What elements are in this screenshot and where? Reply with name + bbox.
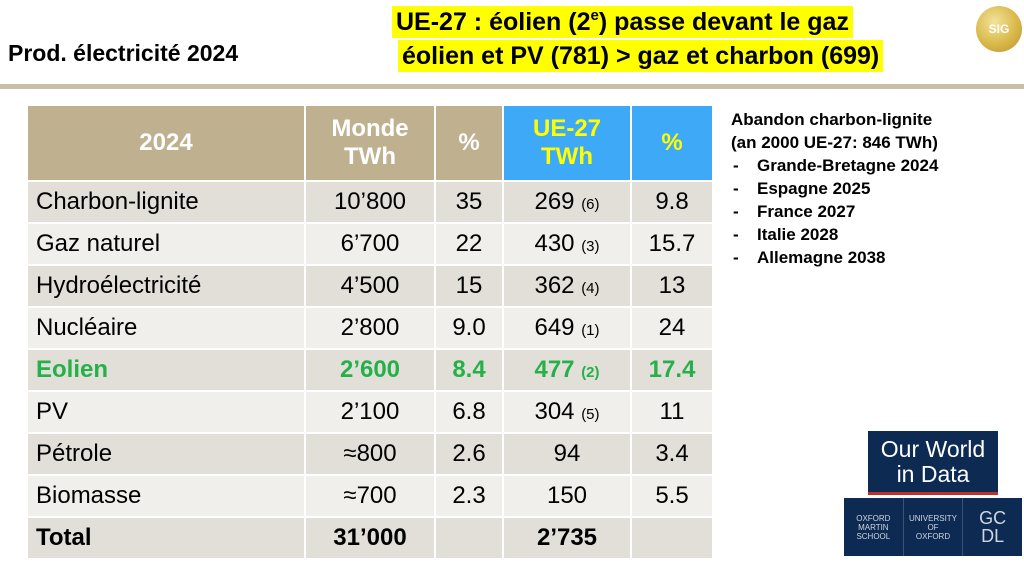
row-eu-pct: 5.5 — [630, 474, 714, 518]
panel-heading: Abandon charbon-lignite — [731, 110, 933, 129]
row-source: Total — [26, 516, 306, 560]
our-world-in-data-logo: Our World in Data — [868, 431, 998, 495]
row-world-pct: 22 — [434, 222, 504, 266]
coal-phaseout-panel: Abandon charbon-lignite (an 2000 UE-27: … — [731, 108, 1021, 269]
row-eu-twh: 477 (2) — [502, 348, 632, 392]
table-row: Gaz naturel 6’700 22 430 (3) 15.7 — [26, 222, 714, 266]
row-world-pct: 15 — [434, 264, 504, 308]
header-year: 2024 — [26, 104, 306, 182]
row-world-twh: 2’800 — [304, 306, 436, 350]
row-world-twh: 31’000 — [304, 516, 436, 560]
row-eu-pct: 13 — [630, 264, 714, 308]
row-world-pct: 35 — [434, 180, 504, 224]
row-eu-twh: 150 — [502, 474, 632, 518]
list-item: Grande-Bretagne 2024 — [731, 154, 1021, 177]
row-eu-twh: 304 (5) — [502, 390, 632, 434]
row-world-twh: 2’600 — [304, 348, 436, 392]
row-world-pct: 9.0 — [434, 306, 504, 350]
row-world-twh: 6’700 — [304, 222, 436, 266]
row-eu-twh: 94 — [502, 432, 632, 476]
headline: UE-27 : éolien (2e) passe devant le gaz … — [392, 6, 884, 72]
row-eu-rank: (4) — [581, 280, 600, 297]
row-eu-rank: (1) — [581, 322, 600, 339]
list-item: Espagne 2025 — [731, 177, 1021, 200]
row-eu-rank: (3) — [581, 238, 600, 255]
row-eu-pct: 11 — [630, 390, 714, 434]
row-world-pct — [434, 516, 504, 560]
headline-line-2: éolien et PV (781) > gaz et charbon (699… — [398, 40, 884, 72]
partner-logos: OXFORD MARTIN SCHOOL UNIVERSITY OF OXFORD G… — [844, 498, 1022, 556]
row-eu-twh: 430 (3) — [502, 222, 632, 266]
row-eu-twh: 649 (1) — [502, 306, 632, 350]
row-eu-rank: (5) — [581, 406, 600, 423]
row-eu-rank: (2) — [581, 364, 600, 381]
row-source: Charbon-lignite — [26, 180, 306, 224]
page-title: Prod. électricité 2024 — [8, 40, 239, 66]
row-world-pct: 2.3 — [434, 474, 504, 518]
row-eu-pct: 9.8 — [630, 180, 714, 224]
owid-line-1: Our World — [880, 436, 986, 462]
row-world-twh: 2’100 — [304, 390, 436, 434]
owid-line-2: in Data — [896, 461, 970, 487]
header-divider — [0, 84, 1024, 89]
row-source: Nucléaire — [26, 306, 306, 350]
row-world-twh: 10’800 — [304, 180, 436, 224]
gcdl-logo: GC DL — [979, 508, 1007, 546]
oxford-martin-school-logo: OXFORD MARTIN SCHOOL — [844, 498, 904, 556]
electricity-production-table: 2024 Monde TWh % UE-27 TWh % Charbon-ligni… — [26, 104, 714, 560]
row-source: Gaz naturel — [26, 222, 306, 266]
table-row-total: Total 31’000 2’735 — [26, 516, 714, 560]
row-source: Eolien — [26, 348, 306, 392]
table-row-highlighted: Eolien 2’600 8.4 477 (2) 17.4 — [26, 348, 714, 392]
header-eu-pct: % — [630, 104, 714, 182]
row-eu-pct: 17.4 — [630, 348, 714, 392]
row-eu-rank: (6) — [581, 196, 600, 213]
row-world-twh: ≈700 — [304, 474, 436, 518]
row-eu-pct: 3.4 — [630, 432, 714, 476]
sig-logo-icon: SIG — [976, 6, 1022, 52]
row-eu-twh: 269 (6) — [502, 180, 632, 224]
row-world-pct: 8.4 — [434, 348, 504, 392]
row-source: Biomasse — [26, 474, 306, 518]
list-item: France 2027 — [731, 200, 1021, 223]
row-world-twh: ≈800 — [304, 432, 436, 476]
university-of-oxford-logo: UNIVERSITY OF OXFORD — [904, 498, 964, 556]
row-eu-pct: 24 — [630, 306, 714, 350]
table-row: Biomasse ≈700 2.3 150 5.5 — [26, 474, 714, 518]
table-row: Charbon-lignite 10’800 35 269 (6) 9.8 — [26, 180, 714, 224]
row-eu-twh: 362 (4) — [502, 264, 632, 308]
table-row: Pétrole ≈800 2.6 94 3.4 — [26, 432, 714, 476]
table-header-row: 2024 Monde TWh % UE-27 TWh % — [26, 104, 714, 182]
row-eu-pct: 15.7 — [630, 222, 714, 266]
row-source: PV — [26, 390, 306, 434]
row-source: Pétrole — [26, 432, 306, 476]
row-eu-pct — [630, 516, 714, 560]
headline-line-1: UE-27 : éolien (2e) passe devant le gaz — [392, 6, 853, 38]
phaseout-list: Grande-Bretagne 2024 Espagne 2025 France… — [731, 154, 1021, 269]
table-row: Hydroélectricité 4’500 15 362 (4) 13 — [26, 264, 714, 308]
header-world-twh: Monde TWh — [304, 104, 436, 182]
header-world-pct: % — [434, 104, 504, 182]
list-item: Allemagne 2038 — [731, 246, 1021, 269]
row-world-twh: 4’500 — [304, 264, 436, 308]
table-row: PV 2’100 6.8 304 (5) 11 — [26, 390, 714, 434]
row-source: Hydroélectricité — [26, 264, 306, 308]
panel-subheading: (an 2000 UE-27: 846 TWh) — [731, 133, 938, 152]
row-world-pct: 6.8 — [434, 390, 504, 434]
table-row: Nucléaire 2’800 9.0 649 (1) 24 — [26, 306, 714, 350]
row-world-pct: 2.6 — [434, 432, 504, 476]
row-eu-twh: 2’735 — [502, 516, 632, 560]
header-eu-twh: UE-27 TWh — [502, 104, 632, 182]
list-item: Italie 2028 — [731, 223, 1021, 246]
